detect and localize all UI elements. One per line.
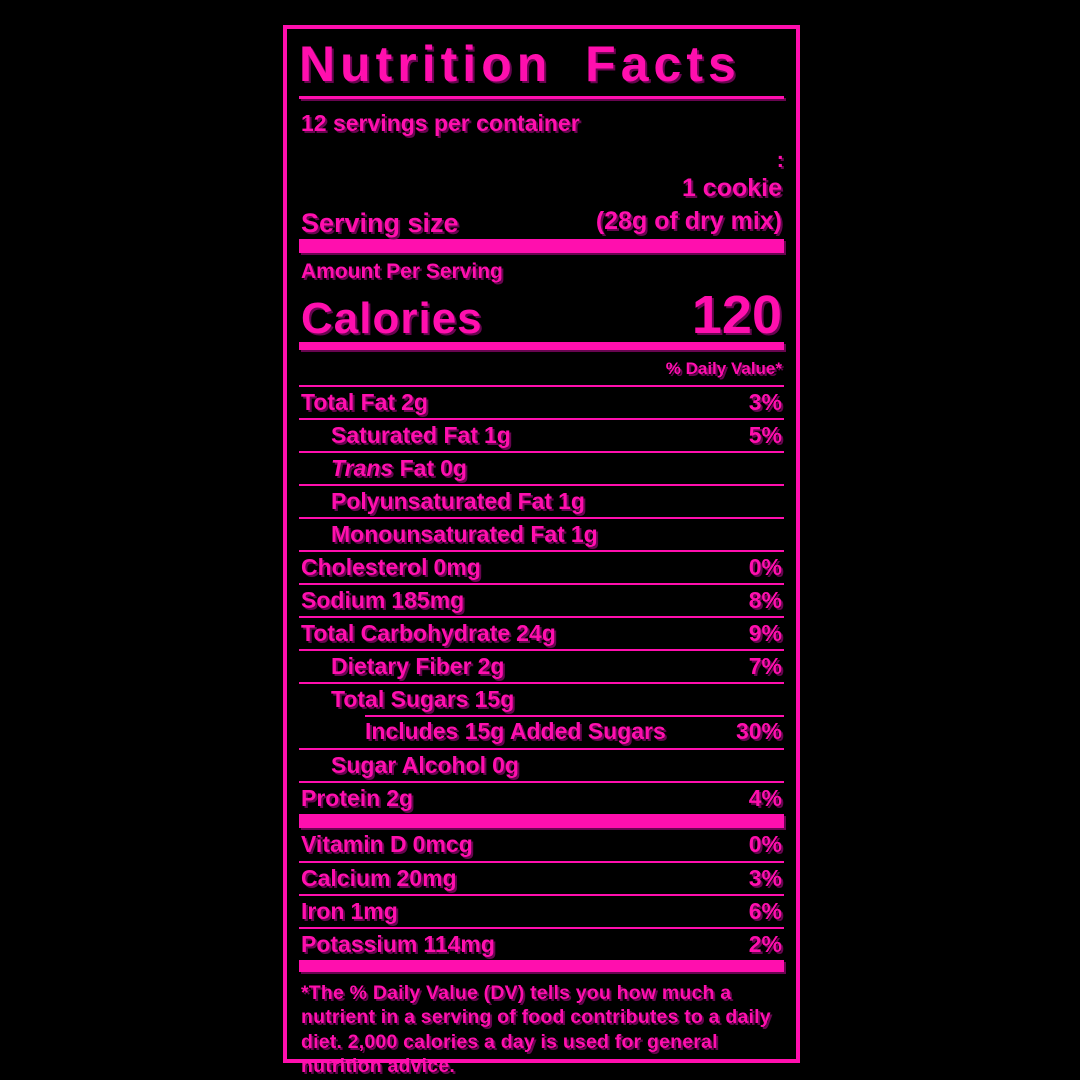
nutrient-row: Saturated Fat 1g 5% <box>299 418 784 451</box>
nutrient-amount: 114mg <box>423 931 495 957</box>
serving-size-value: 1 cookie (28g of dry mix) <box>596 172 782 240</box>
stray-colon-artifact: : <box>776 147 784 172</box>
nutrient-name: Potassium 114mg <box>301 931 495 957</box>
nutrient-rows: Total Fat 2g 3% Saturated Fat 1g 5% Trans … <box>299 385 784 814</box>
nutrient-name: Includes 15g Added Sugars <box>365 718 666 744</box>
nutrient-name: Sodium 185mg <box>301 587 465 613</box>
nutrient-daily-value: 5% <box>748 422 782 448</box>
nutrient-daily-value: 2% <box>748 931 782 957</box>
thick-separator-bottom <box>299 814 784 828</box>
nutrient-name: Sugar Alcohol 0g <box>331 752 519 778</box>
nutrient-amount: 0g <box>440 455 467 481</box>
nutrient-amount: 20mg <box>396 865 457 891</box>
amount-per-serving-label: Amount Per Serving <box>301 260 503 283</box>
nutrient-row: Cholesterol 0mg 0% <box>299 550 784 583</box>
nutrient-name: Polyunsaturated Fat 1g <box>331 488 585 514</box>
nutrient-row: Sodium 185mg 8% <box>299 583 784 616</box>
nutrient-row: Total Fat 2g 3% <box>299 385 784 418</box>
footnote-separator <box>299 960 784 972</box>
thick-separator-top <box>299 239 784 253</box>
nutrient-daily-value: 8% <box>748 587 782 613</box>
nutrient-row: Total Carbohydrate 24g 9% <box>299 616 784 649</box>
nutrient-row: Trans Fat 0g <box>299 451 784 484</box>
nutrient-row: Total Sugars 15g <box>299 682 784 715</box>
nutrient-daily-value: 0% <box>748 554 782 580</box>
nutrient-name: Dietary Fiber 2g <box>331 653 505 679</box>
nutrition-facts-label: Nutrition Facts 12 servings per containe… <box>283 25 800 1077</box>
calories-separator <box>299 342 784 350</box>
nutrient-row: Potassium 114mg 2% <box>299 927 784 960</box>
nutrient-name: Total Fat 2g <box>301 389 428 415</box>
nutrient-amount: 15g <box>474 686 515 712</box>
vitamin-rows: Vitamin D 0mcg 0% Calcium 20mg 3% Iron 1mg … <box>299 828 784 960</box>
nutrient-row: Sugar Alcohol 0g <box>299 748 784 781</box>
nutrient-row: Protein 2g 4% <box>299 781 784 814</box>
nutrient-daily-value: 7% <box>748 653 782 679</box>
nutrient-amount: 24g <box>516 620 556 646</box>
calories-value: 120 <box>691 285 782 345</box>
nutrient-daily-value: 4% <box>748 785 782 811</box>
nutrient-amount: 1mg <box>350 898 398 924</box>
nutrient-amount: 1g <box>558 488 585 514</box>
serving-size-quantity: 1 cookie <box>681 173 782 202</box>
nutrient-name: Calcium 20mg <box>301 865 457 891</box>
nutrient-amount: 2g <box>386 785 414 811</box>
nutrient-name: Total Sugars 15g <box>331 686 515 712</box>
nutrient-daily-value: 3% <box>748 865 782 891</box>
nutrient-amount: 185mg <box>391 587 465 613</box>
nutrient-amount: 1g <box>570 521 598 547</box>
serving-size-row: Serving size 1 cookie (28g of dry mix) <box>299 141 784 239</box>
nutrient-row: Iron 1mg 6% <box>299 894 784 927</box>
serving-size-weight: (28g of dry mix) <box>595 207 782 236</box>
nutrient-row: Polyunsaturated Fat 1g <box>299 484 784 517</box>
nutrient-row: Calcium 20mg 3% <box>299 861 784 894</box>
nutrient-row: Dietary Fiber 2g 7% <box>299 649 784 682</box>
nutrient-row: Includes 15g Added Sugars 30% <box>299 715 784 748</box>
nutrient-amount: 2g <box>401 389 428 415</box>
nutrient-name: Saturated Fat 1g <box>331 422 511 448</box>
nutrient-amount: 2g <box>477 653 505 679</box>
footnote-text: *The % Daily Value (DV) tells you how mu… <box>301 982 771 1078</box>
title-divider <box>299 96 784 99</box>
nutrient-daily-value: 0% <box>748 831 782 857</box>
calories-label: Calories <box>301 294 483 343</box>
nutrient-amount: 1g <box>483 422 511 448</box>
nutrient-name: Trans Fat 0g <box>331 455 467 481</box>
calories-row: Calories 120 <box>299 284 784 345</box>
servings-per-container: 12 servings per container <box>301 110 580 136</box>
label-title: Nutrition Facts <box>299 36 741 92</box>
nutrient-amount: 0g <box>492 752 519 778</box>
nutrient-name: Cholesterol 0mg <box>301 554 481 580</box>
nutrient-daily-value: 9% <box>748 620 782 646</box>
nutrient-name: Total Carbohydrate 24g <box>301 620 556 646</box>
daily-value-header: % Daily Value* <box>665 359 782 378</box>
nutrient-daily-value: 6% <box>748 898 782 924</box>
italic-prefix: Trans <box>331 455 400 481</box>
nutrient-amount: 0mg <box>433 554 481 580</box>
serving-size-label: Serving size <box>301 208 459 238</box>
nutrient-amount: 0mcg <box>412 831 473 857</box>
nutrient-daily-value: 3% <box>748 389 782 415</box>
nutrient-row: Monounsaturated Fat 1g <box>299 517 784 550</box>
nutrient-row: Vitamin D 0mcg 0% <box>299 828 784 861</box>
nutrient-name: Protein 2g <box>301 785 414 811</box>
nutrient-name: Vitamin D 0mcg <box>301 831 473 857</box>
nutrient-name: Monounsaturated Fat 1g <box>331 521 598 547</box>
nutrient-name: Iron 1mg <box>301 898 398 924</box>
nutrient-daily-value: 30% <box>735 718 782 744</box>
